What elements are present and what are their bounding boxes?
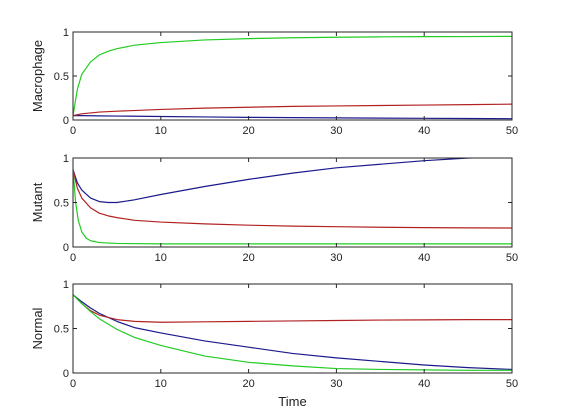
normal-panel: 0 10 20 30 40 50 0 0.5 1 Normal Time (30, 279, 518, 409)
mutant-y-tick-label: 0.5 (54, 198, 69, 210)
normal-red-line (73, 294, 512, 323)
macrophage-red-line (73, 103, 512, 117)
mutant-blue-line (73, 158, 498, 204)
normal-green-line (73, 294, 512, 371)
mutant-x-tick-label: 20 (242, 252, 254, 264)
mutant-x-tick-label: 50 (506, 252, 518, 264)
normal-y-axis-label: Normal (30, 307, 45, 349)
normal-x-tick-label: 40 (418, 378, 430, 390)
macrophage-y-tick-label: 1 (63, 27, 69, 39)
macrophage-blue-line (73, 115, 512, 120)
normal-blue-line (73, 294, 512, 371)
macrophage-y-tick-label: 0.5 (54, 71, 69, 83)
normal-x-tick-label: 20 (242, 378, 254, 390)
mutant-x-tick-label: 0 (70, 252, 76, 264)
normal-x-tick-label: 50 (506, 378, 518, 390)
mutant-red-line (73, 169, 512, 229)
macrophage-y-axis-label: Macrophage (30, 40, 45, 112)
mutant-x-tick-label: 10 (155, 252, 167, 264)
mutant-panel: 0 10 20 30 40 50 0 0.5 1 Mutant (30, 153, 518, 264)
mutant-y-axis-label: Mutant (30, 182, 45, 222)
normal-x-tick-label: 10 (155, 378, 167, 390)
mutant-y-tick-label: 0 (63, 242, 69, 254)
macrophage-x-tick-label: 40 (418, 125, 430, 137)
macrophage-green-line (73, 35, 512, 116)
normal-x-tick-label: 30 (330, 378, 342, 390)
normal-x-tick-label: 0 (70, 378, 76, 390)
macrophage-x-tick-label: 30 (330, 125, 342, 137)
macrophage-x-tick-label: 10 (155, 125, 167, 137)
mutant-x-tick-label: 40 (418, 252, 430, 264)
normal-y-tick-label: 0 (63, 368, 69, 380)
normal-y-tick-label: 1 (63, 279, 69, 291)
macrophage-y-tick-label: 0 (63, 115, 69, 127)
macrophage-x-tick-label: 0 (70, 125, 76, 137)
macrophage-x-tick-label: 50 (506, 125, 518, 137)
mutant-x-tick-label: 30 (330, 252, 342, 264)
normal-x-axis-label: Time (278, 394, 306, 409)
normal-y-tick-label: 0.5 (54, 324, 69, 336)
macrophage-x-tick-label: 20 (242, 125, 254, 137)
mutant-y-tick-label: 1 (63, 153, 69, 165)
macrophage-panel: 0 10 20 30 40 50 0 0.5 1 Macrophage (30, 27, 518, 137)
mutant-green-line (73, 169, 512, 245)
mutant-axes-box (72, 157, 513, 248)
